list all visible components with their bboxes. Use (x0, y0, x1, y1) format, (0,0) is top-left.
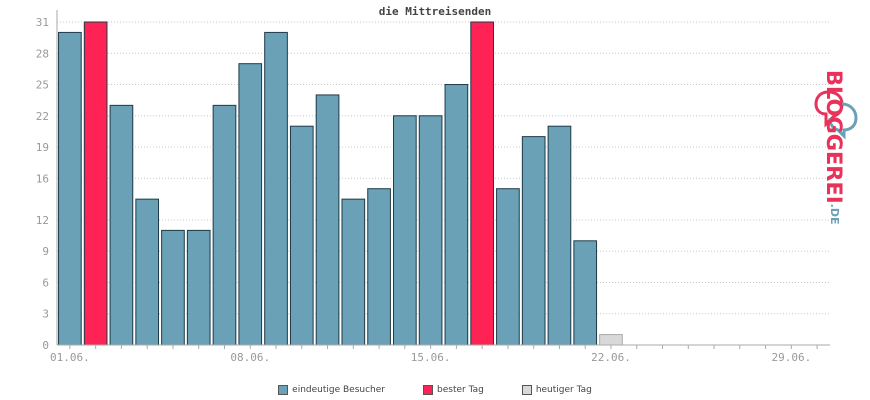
y-tick-label: 6 (42, 276, 49, 289)
bar (547, 125, 572, 346)
y-tick-label: 16 (36, 172, 49, 185)
bar (496, 188, 520, 346)
bloggerei-logo-icon (814, 90, 858, 140)
bar (418, 115, 443, 346)
y-tick-label: 3 (42, 308, 49, 321)
legend-item-today: heutiger Tag (521, 385, 592, 395)
legend-label-best-day: bester Tag (437, 385, 484, 395)
bar (161, 229, 185, 346)
legend-swatch-today (521, 385, 532, 395)
bar (238, 63, 263, 346)
legend: eindeutige Besucher bester Tag heutiger … (0, 385, 870, 395)
bar (341, 198, 366, 346)
bar (393, 115, 417, 346)
y-tick-label: 12 (36, 214, 49, 227)
x-tick-label: 08.06. (230, 351, 270, 364)
bar (444, 84, 469, 346)
y-tick-label: 19 (36, 141, 49, 154)
bar (83, 21, 108, 346)
y-tick-label: 0 (42, 339, 49, 352)
bar (367, 188, 391, 346)
bar (315, 94, 340, 346)
chart-title: die Mittreisenden (378, 5, 492, 18)
legend-item-best-day: bester Tag (423, 385, 484, 395)
logo-name: BLOGGEREI (822, 70, 846, 204)
logo-tld: .DE (828, 203, 841, 225)
legend-item-visitors: eindeutige Besucher (278, 385, 385, 395)
legend-label-visitors: eindeutige Besucher (292, 385, 385, 395)
bar (135, 198, 160, 346)
bar (573, 240, 598, 346)
x-tick-label: 22.06. (591, 351, 631, 364)
x-tick-label: 29.06. (771, 351, 811, 364)
bar (289, 125, 314, 346)
bar (599, 334, 623, 346)
legend-swatch-visitors (278, 385, 289, 395)
y-tick-label: 28 (36, 47, 49, 60)
bar (58, 31, 82, 346)
x-tick-label: 01.06. (50, 351, 90, 364)
y-tick-label: 31 (36, 16, 49, 29)
y-tick-label: 25 (36, 79, 49, 92)
bar (470, 21, 494, 346)
y-tick-label: 9 (42, 245, 49, 258)
legend-swatch-best-day (423, 385, 433, 395)
legend-label-today: heutiger Tag (535, 385, 592, 395)
bar (521, 136, 546, 346)
bar (212, 104, 237, 346)
bar (109, 104, 134, 346)
y-tick-label: 22 (36, 110, 49, 123)
bar (186, 229, 211, 346)
x-tick-label: 15.06. (411, 351, 451, 364)
bar (264, 31, 288, 346)
logo-wordmark: BLOGGEREI.DE (822, 70, 846, 224)
